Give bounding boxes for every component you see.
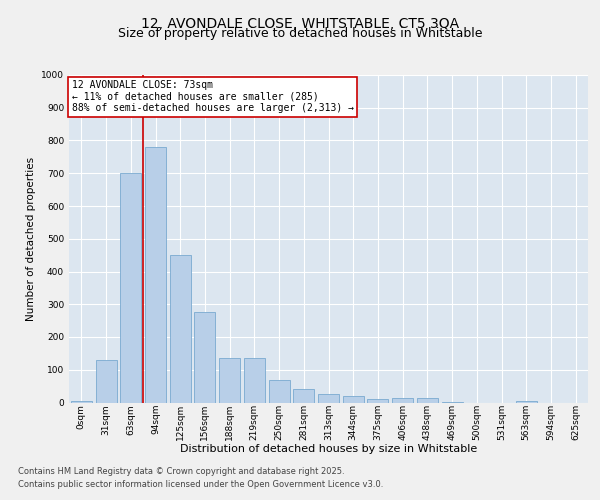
Y-axis label: Number of detached properties: Number of detached properties (26, 156, 35, 321)
Bar (120, 173, 141, 402)
Bar (194, 312, 215, 402)
Bar (367, 399, 388, 402)
Bar (95, 360, 116, 403)
Bar (392, 398, 413, 402)
Bar (417, 398, 438, 402)
Bar (71, 401, 92, 402)
Bar (269, 380, 290, 402)
Text: Contains HM Land Registry data © Crown copyright and database right 2025.: Contains HM Land Registry data © Crown c… (18, 467, 344, 476)
Bar (244, 358, 265, 403)
Bar (343, 396, 364, 402)
Bar (145, 147, 166, 403)
Text: Contains public sector information licensed under the Open Government Licence v3: Contains public sector information licen… (18, 480, 383, 489)
Bar (219, 358, 240, 403)
Text: 12, AVONDALE CLOSE, WHITSTABLE, CT5 3QA: 12, AVONDALE CLOSE, WHITSTABLE, CT5 3QA (141, 18, 459, 32)
X-axis label: Distribution of detached houses by size in Whitstable: Distribution of detached houses by size … (180, 444, 477, 454)
Bar (170, 255, 191, 402)
Text: 12 AVONDALE CLOSE: 73sqm
← 11% of detached houses are smaller (285)
88% of semi-: 12 AVONDALE CLOSE: 73sqm ← 11% of detach… (71, 80, 353, 113)
Bar (318, 394, 339, 402)
Bar (516, 401, 537, 402)
Bar (293, 390, 314, 402)
Text: Size of property relative to detached houses in Whitstable: Size of property relative to detached ho… (118, 28, 482, 40)
